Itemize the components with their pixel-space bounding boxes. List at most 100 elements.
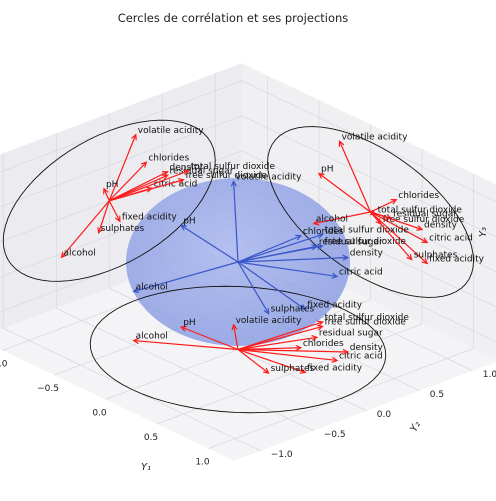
label-3d-total-sulfur-dioxide: total sulfur dioxide — [325, 225, 410, 235]
y-tick-label: 0.5 — [430, 390, 444, 400]
projection-yz-volatile-acidity — [108, 133, 137, 201]
label-xz-fixed-acidity: fixed acidity — [429, 254, 485, 264]
label-xy-alcohol: alcohol — [136, 332, 168, 342]
chart-title: Cercles de corrélation et ses projection… — [118, 11, 349, 25]
label-yz-chlorides: chlorides — [148, 153, 189, 163]
vector-sulphates — [237, 261, 270, 315]
projection-xz-chlorides — [370, 199, 398, 213]
projection-xy-citric-acid — [237, 348, 339, 363]
label-yz-residual-sugar: residual sugar — [170, 166, 234, 176]
label-yz-density: density — [170, 163, 204, 173]
projection-xz-citric-acid — [370, 211, 429, 244]
vector-free-sulfur-dioxide — [237, 243, 324, 263]
label-xz-chlorides: chlorides — [398, 191, 439, 201]
vector-ph — [180, 224, 239, 263]
vector-chlorides — [237, 234, 303, 263]
label-3d-volatile-acidity: volatile acidity — [236, 172, 302, 182]
label-xz-sulphates: sulphates — [414, 251, 458, 261]
label-xy-free-sulfur-dioxide: free sulfur dioxide — [325, 317, 407, 327]
label-3d-fixed-acidity: fixed acidity — [307, 300, 363, 310]
projection-xy-ph — [179, 325, 239, 351]
label-xz-free-sulfur-dioxide: free sulfur dioxide — [383, 215, 465, 225]
label-xy-fixed-acidity: fixed acidity — [307, 363, 363, 373]
label-xy-ph: pH — [183, 318, 195, 328]
projection-xy-alcohol — [132, 337, 239, 351]
z-axis-label: Y₃ — [478, 227, 489, 237]
label-xy-sulphates: sulphates — [271, 364, 315, 374]
label-xy-residual-sugar: residual sugar — [319, 328, 383, 338]
projection-xy-total-sulfur-dioxide — [237, 320, 324, 351]
x-tick-label: 0.5 — [144, 433, 158, 443]
projection-circle-xz — [267, 126, 474, 298]
label-xz-citric-acid: citric acid — [429, 233, 473, 243]
label-xy-total-sulfur-dioxide: total sulfur dioxide — [325, 313, 410, 323]
vector-alcohol — [132, 261, 239, 294]
label-yz-volatile-acidity: volatile acidity — [138, 126, 204, 136]
projection-xz-alcohol — [312, 211, 371, 226]
x-tick-label: 1.0 — [195, 458, 210, 468]
vector-volatile-acidity — [230, 179, 239, 263]
grid-line — [0, 115, 242, 208]
projection-xy-volatile-acidity — [231, 323, 239, 350]
x-tick-label: −0.5 — [37, 384, 59, 394]
label-xy-density: density — [350, 343, 384, 353]
label-xz-volatile-acidity: volatile acidity — [342, 132, 408, 142]
y-tick-label: −1.0 — [271, 450, 293, 460]
vector-total-sulfur-dioxide — [237, 233, 324, 263]
x-axis-label: Y₁ — [141, 462, 151, 473]
label-3d-citric-acid: citric acid — [339, 267, 383, 277]
label-3d-ph: pH — [183, 217, 195, 227]
projection-xy-residual-sugar — [237, 335, 319, 351]
label-xy-volatile-acidity: volatile acidity — [236, 316, 302, 326]
label-xz-density: density — [424, 221, 458, 231]
y-tick-label: 0.0 — [377, 410, 392, 420]
label-xz-total-sulfur-dioxide: total sulfur dioxide — [378, 205, 463, 215]
projection-xy-sulphates — [237, 349, 270, 374]
grid-line — [241, 115, 496, 238]
projection-yz-total-sulfur-dioxide — [109, 169, 191, 202]
label-yz-ph: pH — [106, 180, 118, 190]
vector-density — [237, 254, 350, 263]
projection-xz-sulphates — [370, 211, 413, 261]
label-3d-residual-sugar: residual sugar — [319, 237, 383, 247]
label-xz-residual-sugar: residual sugar — [393, 209, 457, 219]
label-xy-citric-acid: citric acid — [339, 351, 383, 361]
projection-circle-yz — [2, 119, 216, 282]
projection-xz-density — [370, 211, 424, 231]
label-yz-alcohol: alcohol — [64, 248, 96, 258]
projection-yz-alcohol — [60, 200, 110, 259]
vector-citric-acid — [237, 261, 339, 279]
label-3d-alcohol: alcohol — [136, 283, 168, 293]
label-xz-ph: pH — [321, 165, 333, 175]
projection-yz-chlorides — [108, 161, 148, 202]
projection-xz-ph — [317, 172, 371, 213]
label-xy-chlorides: chlorides — [303, 339, 344, 349]
y-axis-label: Y₂ — [409, 420, 423, 434]
x-tick-label: 0.0 — [92, 409, 107, 419]
label-yz-citric-acid: citric acid — [154, 179, 198, 189]
projection-circle-xy — [89, 285, 387, 414]
projection-yz-ph — [103, 187, 110, 201]
projection-xz-volatile-acidity — [338, 140, 372, 213]
vector-fixed-acidity — [237, 261, 307, 311]
projection-yz-free-sulfur-dioxide — [109, 178, 185, 202]
grid-line — [156, 323, 423, 425]
projection-yz-fixed-acidity — [108, 200, 121, 223]
label-3d-density: density — [350, 249, 384, 259]
projection-yz-sulphates — [97, 200, 110, 235]
projection-yz-density — [108, 171, 169, 202]
projection-xy-density — [237, 348, 350, 355]
label-yz-total-sulfur-dioxide: total sulfur dioxide — [191, 162, 276, 172]
x-tick-label: −1.0 — [0, 360, 8, 370]
label-3d-sulphates: sulphates — [271, 305, 315, 315]
y-tick-label: −0.5 — [324, 430, 346, 440]
label-yz-free-sulfur-dioxide: free sulfur dioxide — [185, 171, 267, 181]
label-3d-chlorides: chlorides — [303, 227, 344, 237]
label-yz-sulphates: sulphates — [101, 224, 145, 234]
label-xz-alcohol: alcohol — [316, 215, 348, 225]
label-yz-fixed-acidity: fixed acidity — [122, 212, 178, 222]
label-3d-free-sulfur-dioxide: free sulfur dioxide — [325, 237, 407, 247]
y-tick-label: 1.0 — [483, 370, 496, 380]
projection-xy-fixed-acidity — [237, 348, 307, 374]
